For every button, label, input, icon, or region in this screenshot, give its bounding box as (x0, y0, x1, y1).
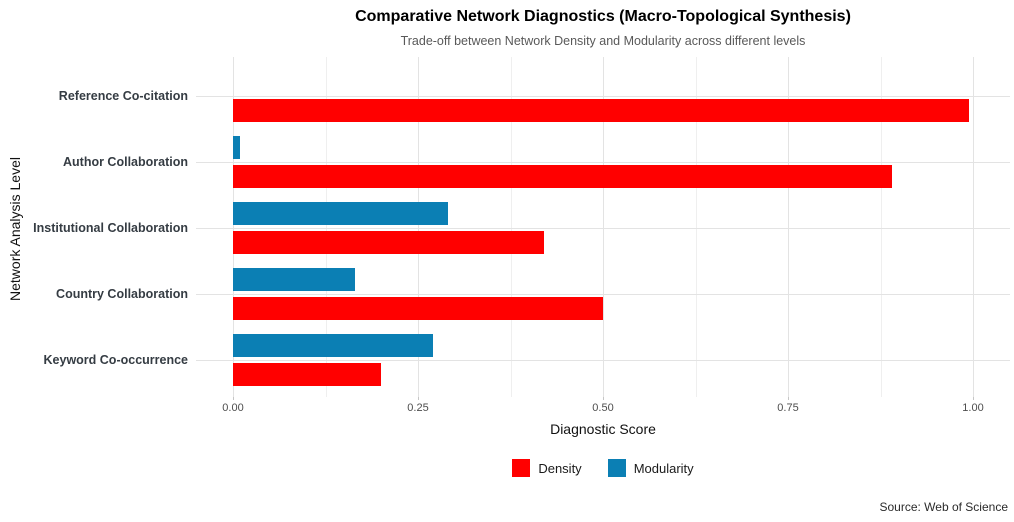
plot-area (196, 57, 1010, 397)
bar-modularity-3 (233, 268, 356, 291)
gridline-major (233, 57, 234, 397)
x-tick-label: 0.75 (777, 402, 799, 414)
x-tick-mark (973, 397, 974, 400)
chart-subtitle: Trade-off between Network Density and Mo… (400, 34, 806, 48)
source-caption: Source: Web of Science (879, 500, 1008, 514)
y-category-label: Author Collaboration (63, 155, 188, 169)
gridline-major (603, 57, 604, 397)
y-category-label: Keyword Co-occurrence (43, 353, 188, 367)
bar-density-2 (233, 231, 544, 254)
gridline-category (196, 162, 1010, 163)
gridline-category (196, 96, 1010, 97)
gridline-minor (880, 57, 882, 397)
chart-title: Comparative Network Diagnostics (Macro-T… (355, 8, 851, 25)
gridline-minor (325, 57, 327, 397)
gridline-minor (695, 57, 697, 397)
x-axis-title: Diagnostic Score (550, 421, 656, 437)
bar-density-4 (233, 363, 381, 386)
gridline-major (973, 57, 974, 397)
x-tick-mark (603, 397, 604, 400)
gridline-category (196, 360, 1010, 361)
legend-item-density: Density (512, 459, 582, 477)
legend: Density Modularity (196, 458, 1010, 478)
bar-density-3 (233, 297, 603, 320)
gridline-major (788, 57, 789, 397)
gridline-category (196, 294, 1010, 295)
bar-modularity-1 (233, 136, 241, 159)
x-tick-label: 0.25 (407, 402, 429, 414)
x-tick-label: 0.00 (222, 402, 244, 414)
x-tick-label: 0.50 (592, 402, 614, 414)
gridline-minor (510, 57, 512, 397)
bar-modularity-4 (233, 334, 433, 357)
bar-density-0 (233, 99, 970, 122)
x-tick-mark (788, 397, 789, 400)
y-category-label: Country Collaboration (56, 287, 188, 301)
x-tick-label: 1.00 (962, 402, 984, 414)
legend-swatch-density (512, 459, 531, 477)
y-category-label: Reference Co-citation (58, 89, 188, 103)
bar-modularity-2 (233, 202, 448, 225)
x-tick-mark (233, 397, 234, 400)
x-tick-mark (418, 397, 419, 400)
legend-swatch-modularity (607, 459, 626, 477)
gridline-major (418, 57, 419, 397)
gridline-category (196, 228, 1010, 229)
y-axis-title: Network Analysis Level (7, 157, 23, 301)
bar-density-1 (233, 165, 892, 188)
legend-label: Density (538, 460, 582, 476)
legend-item-modularity: Modularity (607, 459, 694, 477)
y-category-label: Institutional Collaboration (33, 221, 188, 235)
legend-label: Modularity (633, 460, 694, 476)
